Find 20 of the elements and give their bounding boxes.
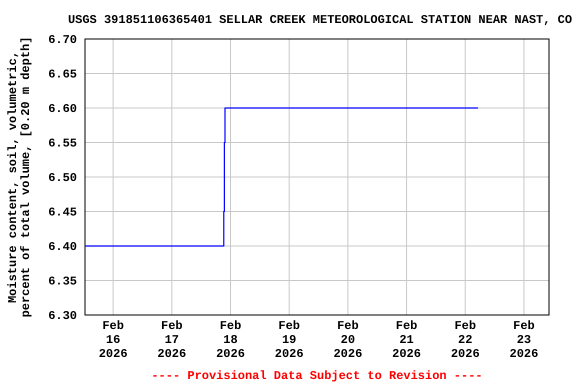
- text: ---- Provisional Data Subject to Revision ----: [151, 369, 483, 383]
- x-tick-label: Feb 16 2026: [98, 319, 128, 361]
- y-tick-label: 6.65: [48, 67, 77, 82]
- x-tick-label: Feb 22 2026: [450, 319, 480, 361]
- x-tick-label: Feb 23 2026: [510, 319, 538, 361]
- y-tick-label: 6.55: [48, 136, 77, 150]
- chart-title: USGS 391851106365401 SELLAR CREEK METEOROLOGICAL STATION NEAR NAST, CO: [68, 13, 572, 27]
- y-tick-label: 6.70: [48, 32, 77, 47]
- x-tick-label: Feb 21 2026: [392, 319, 421, 361]
- y-tick-label: 6.40: [48, 240, 77, 254]
- y-tick-label: 6.30: [48, 308, 77, 323]
- y-tick-label: 6.50: [48, 170, 77, 185]
- y-tick-label: 6.60: [48, 102, 77, 116]
- x-tick-label: Feb 19 2026: [274, 319, 304, 361]
- x-tick-label: Feb 18 2026: [216, 319, 245, 361]
- x-tick-label: Feb 17 2026: [157, 319, 186, 361]
- y-tick-label: 6.45: [48, 205, 77, 220]
- x-tick-label: Feb 20 2026: [333, 319, 362, 361]
- y-axis-title: Moisture content, soil, volumetric, percent of total volume, [0.20 m depth]: [6, 36, 33, 318]
- y-tick-label: 6.35: [48, 274, 77, 288]
